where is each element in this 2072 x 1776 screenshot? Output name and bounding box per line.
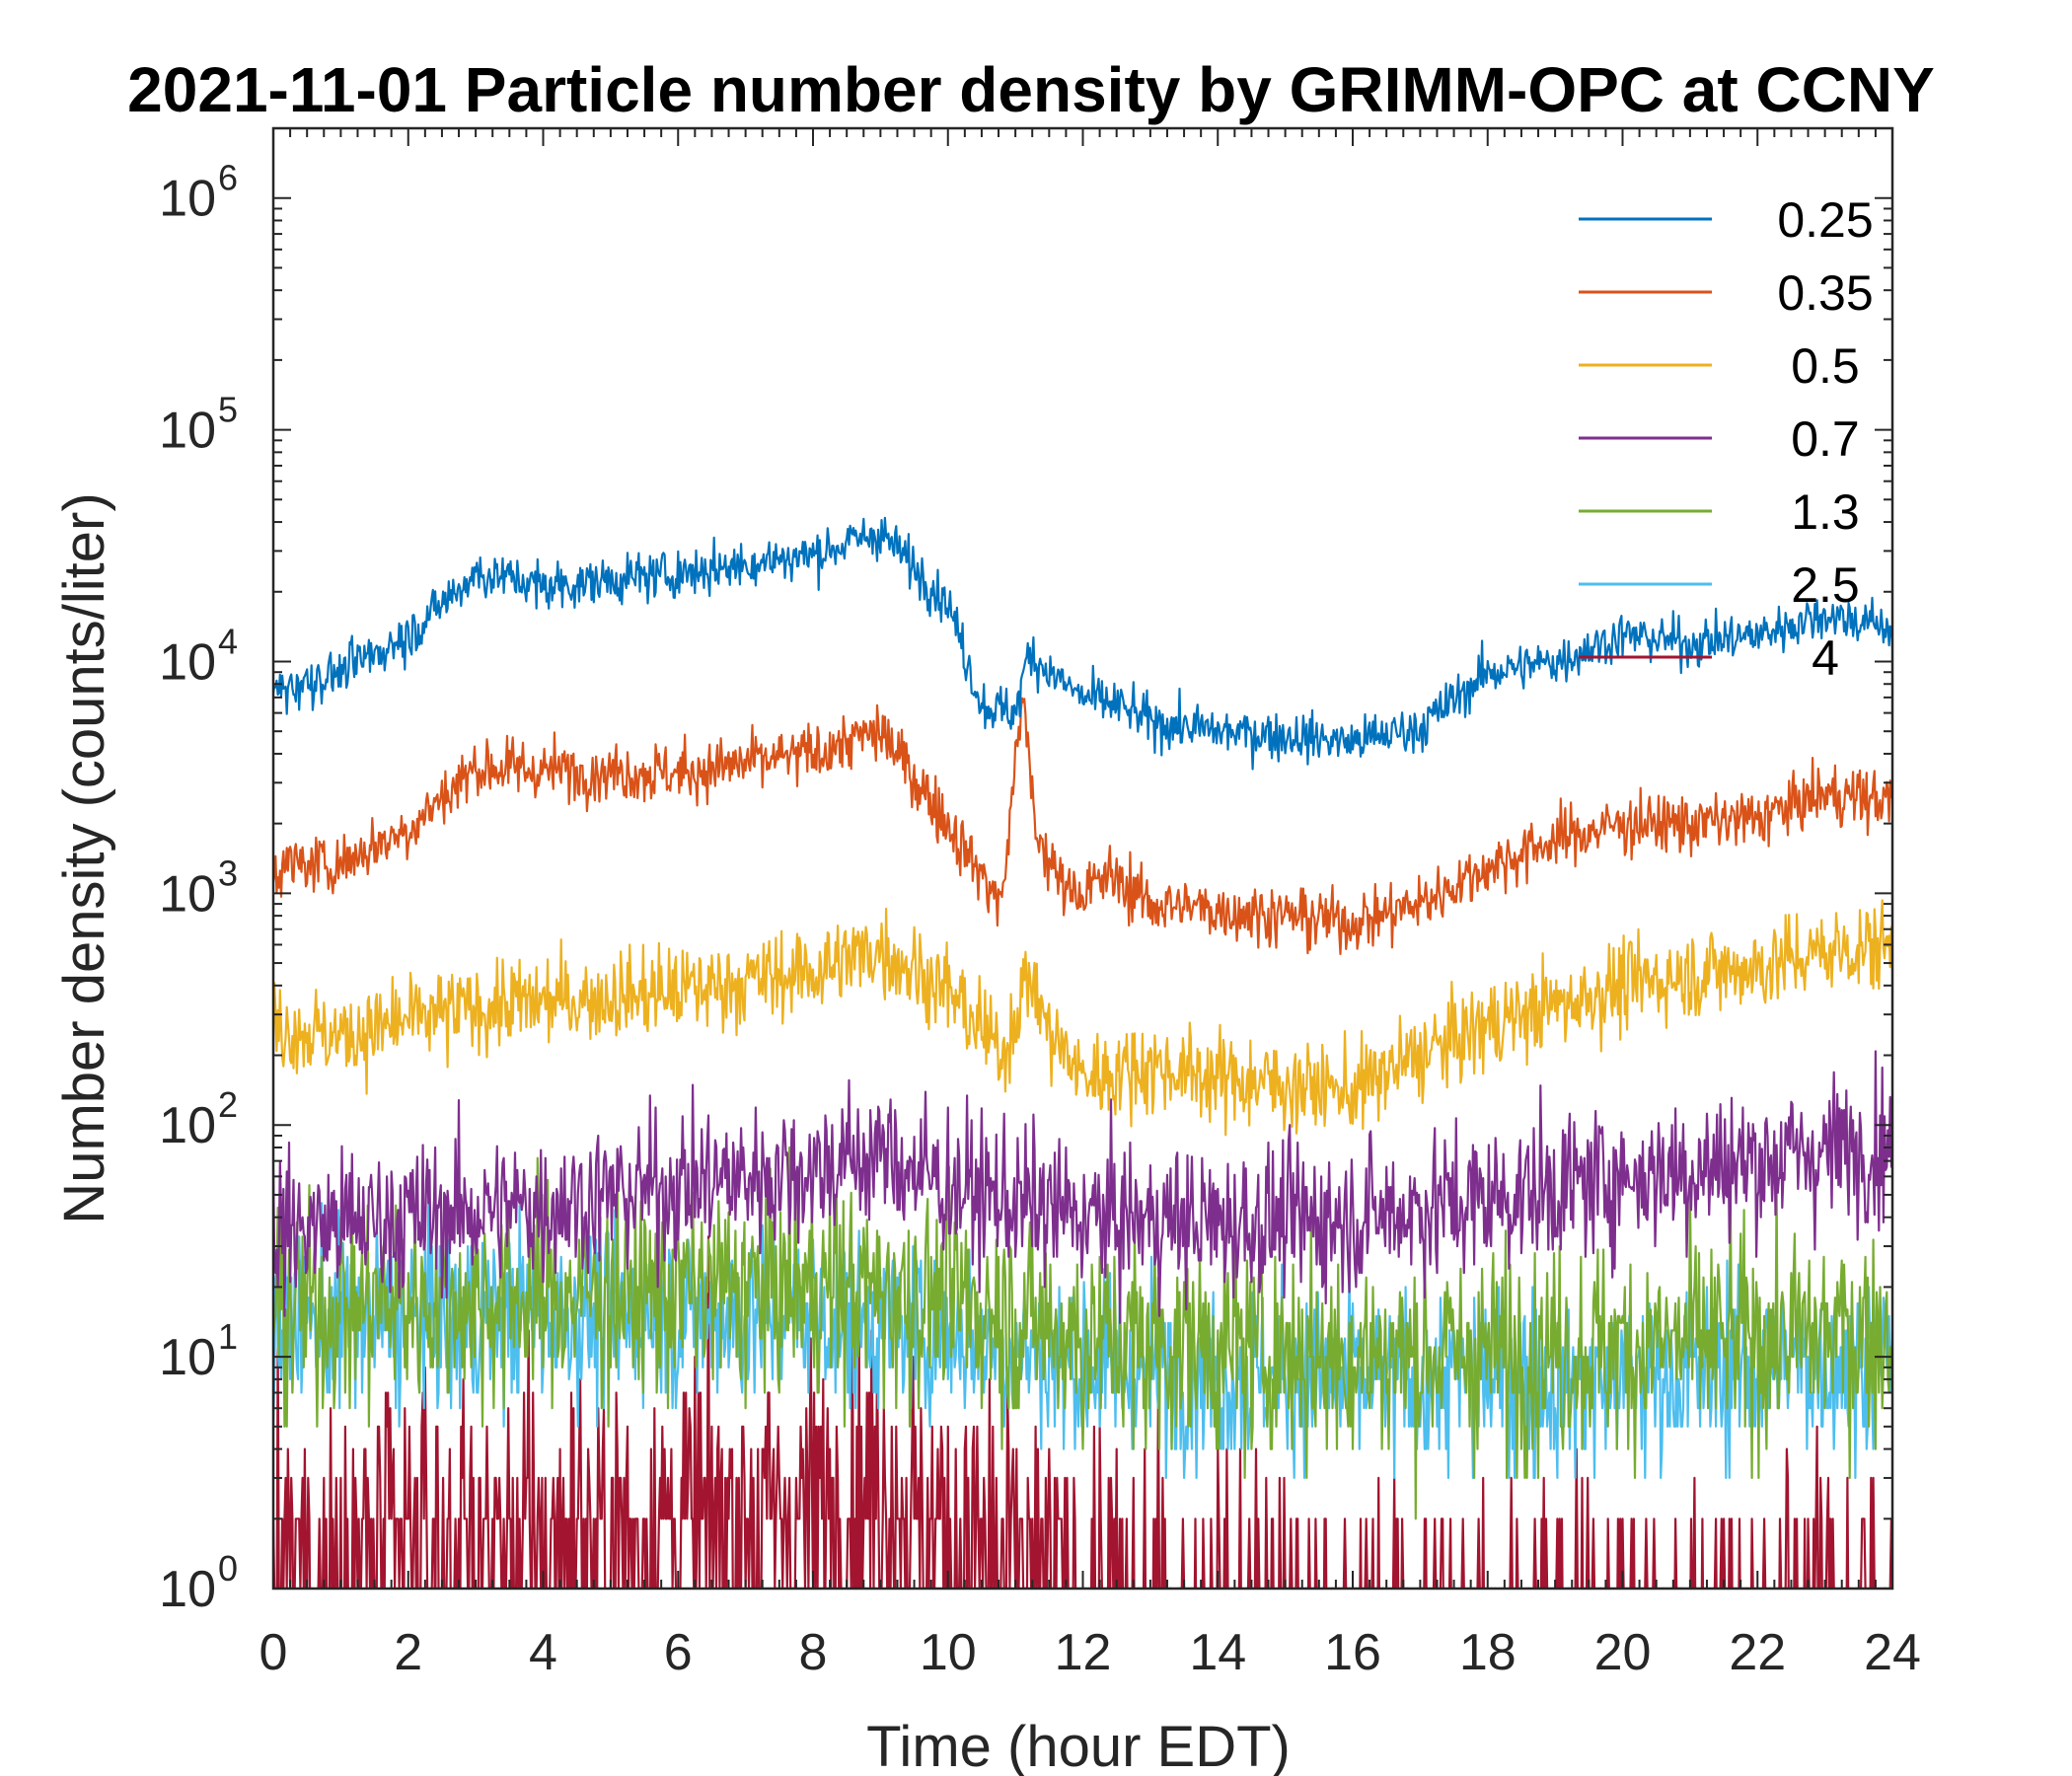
- y-tick-exponent: 2: [218, 1084, 238, 1125]
- series-line-4: [273, 1235, 1892, 1589]
- x-tick-label: 12: [1055, 1624, 1112, 1681]
- legend-label-0.7: 0.7: [1791, 411, 1860, 467]
- y-tick-label: 10: [159, 1561, 216, 1618]
- x-tick-label: 24: [1864, 1624, 1921, 1681]
- legend-label-0.5: 0.5: [1791, 338, 1860, 394]
- y-tick-exponent: 1: [218, 1316, 238, 1357]
- series-layer: [273, 516, 1892, 1589]
- x-tick-label: 2: [394, 1624, 422, 1681]
- y-tick-exponent: 4: [218, 621, 238, 661]
- x-tick-label: 20: [1594, 1624, 1652, 1681]
- legend-label-4: 4: [1812, 630, 1839, 686]
- legend-label-1.3: 1.3: [1791, 484, 1860, 540]
- x-tick-label: 6: [664, 1624, 693, 1681]
- legend-label-0.35: 0.35: [1777, 265, 1873, 321]
- y-tick-label: 10: [159, 1097, 216, 1154]
- axes-layer: [271, 126, 1894, 1591]
- x-tick-label: 14: [1189, 1624, 1246, 1681]
- y-tick-label: 10: [159, 403, 216, 460]
- series-line-0.5: [273, 899, 1892, 1137]
- y-tick-label: 10: [159, 865, 216, 923]
- legend: 0.25 0.35 0.5 0.7 1.3 2.5 4: [1579, 192, 1874, 686]
- y-tick-label: 10: [159, 171, 216, 228]
- legend-label-2.5: 2.5: [1791, 557, 1860, 613]
- x-tick-label: 16: [1324, 1624, 1381, 1681]
- y-tick-label: 10: [159, 633, 216, 691]
- series-line-0.7: [273, 1050, 1892, 1324]
- x-tick-label: 22: [1729, 1624, 1786, 1681]
- legend-label-0.25: 0.25: [1777, 192, 1873, 248]
- y-tick-label: 10: [159, 1329, 216, 1386]
- y-tick-exponent: 6: [218, 158, 238, 198]
- x-tick-label: 4: [529, 1624, 557, 1681]
- x-axis-label: Time (hour EDT): [866, 1715, 1291, 1776]
- chart-title: 2021-11-01 Particle number density by GR…: [127, 54, 1935, 125]
- series-line-1.3: [273, 1146, 1892, 1520]
- y-axis-label: Number density (counts/liter): [52, 492, 116, 1223]
- x-tick-label: 0: [259, 1624, 288, 1681]
- x-tick-label: 8: [799, 1624, 828, 1681]
- y-tick-exponent: 0: [218, 1548, 238, 1589]
- y-tick-exponent: 5: [218, 390, 238, 430]
- x-tick-label: 10: [920, 1624, 977, 1681]
- series-line-0.35: [273, 697, 1892, 955]
- x-tick-label: 18: [1459, 1624, 1517, 1681]
- y-tick-exponent: 3: [218, 852, 238, 893]
